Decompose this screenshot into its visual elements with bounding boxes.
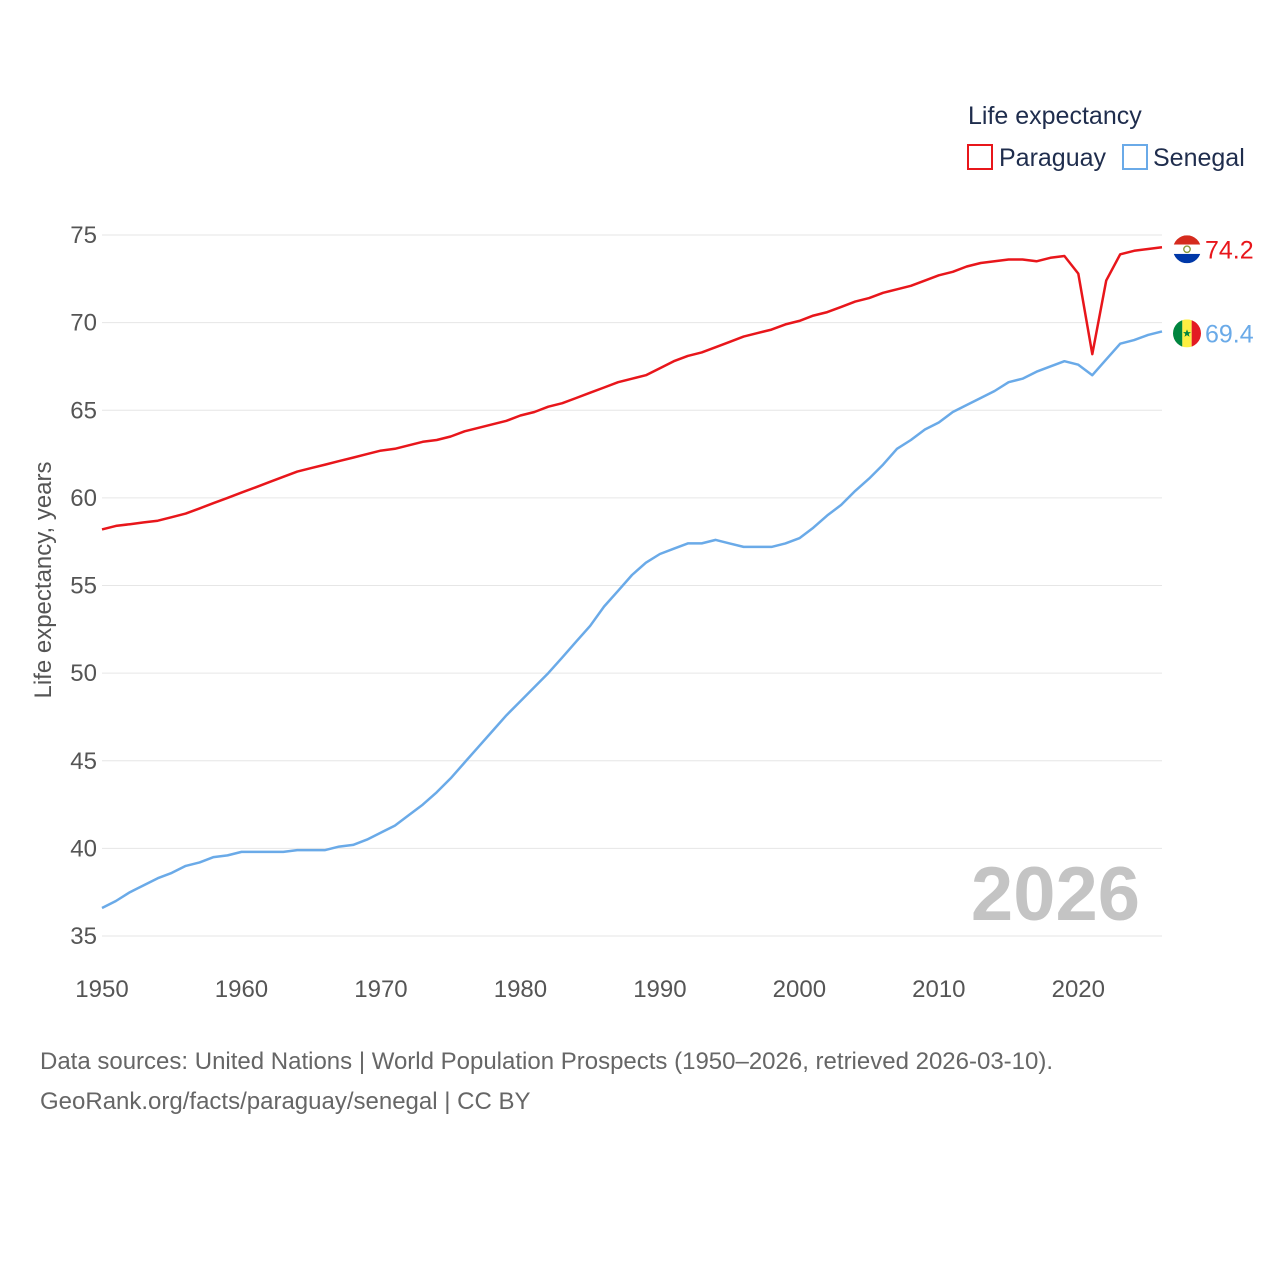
y-tick-35: 35	[70, 923, 97, 950]
x-tick-1990: 1990	[633, 976, 686, 1003]
legend: Life expectancy Paraguay Senegal	[967, 102, 1245, 172]
y-axis-label: Life expectancy, years	[30, 461, 57, 698]
source-footer: Data sources: United Nations | World Pop…	[40, 1042, 1053, 1122]
y-tick-40: 40	[70, 835, 97, 862]
paraguay-flag-icon	[1173, 235, 1201, 264]
x-tick-1960: 1960	[215, 976, 268, 1003]
senegal-flag-icon	[1173, 319, 1201, 348]
source-line-2: GeoRank.org/facts/paraguay/senegal | CC …	[40, 1088, 531, 1115]
gridlines	[102, 234, 1162, 937]
legend-label-senegal: Senegal	[1153, 144, 1245, 172]
y-tick-70: 70	[70, 310, 97, 337]
y-tick-55: 55	[70, 573, 97, 600]
x-tick-1950: 1950	[75, 976, 128, 1003]
y-tick-labels: 35 40 45 50 55 60 65 70 75	[70, 222, 97, 950]
x-tick-2010: 2010	[912, 976, 965, 1003]
series-line-senegal	[101, 330, 1163, 910]
legend-swatch-paraguay	[967, 144, 993, 170]
x-tick-labels: 1950 1960 1970 1980 1990 2000 2010 2020	[75, 976, 1105, 1003]
y-tick-60: 60	[70, 485, 97, 512]
y-tick-50: 50	[70, 660, 97, 687]
y-tick-75: 75	[70, 222, 97, 249]
legend-swatch-senegal	[1122, 144, 1148, 170]
series-line-paraguay	[101, 246, 1163, 531]
end-value-senegal: 69.4	[1205, 320, 1254, 348]
x-tick-2020: 2020	[1052, 976, 1105, 1003]
x-tick-1980: 1980	[494, 976, 547, 1003]
x-tick-1970: 1970	[354, 976, 407, 1003]
y-tick-65: 65	[70, 397, 97, 424]
y-tick-45: 45	[70, 748, 97, 775]
year-watermark: 2026	[971, 852, 1140, 937]
legend-label-paraguay: Paraguay	[999, 144, 1107, 172]
source-line-1: Data sources: United Nations | World Pop…	[40, 1048, 1054, 1075]
legend-title: Life expectancy	[968, 102, 1142, 130]
end-value-paraguay: 74.2	[1205, 236, 1254, 264]
series-lines	[101, 246, 1163, 910]
x-tick-2000: 2000	[773, 976, 826, 1003]
